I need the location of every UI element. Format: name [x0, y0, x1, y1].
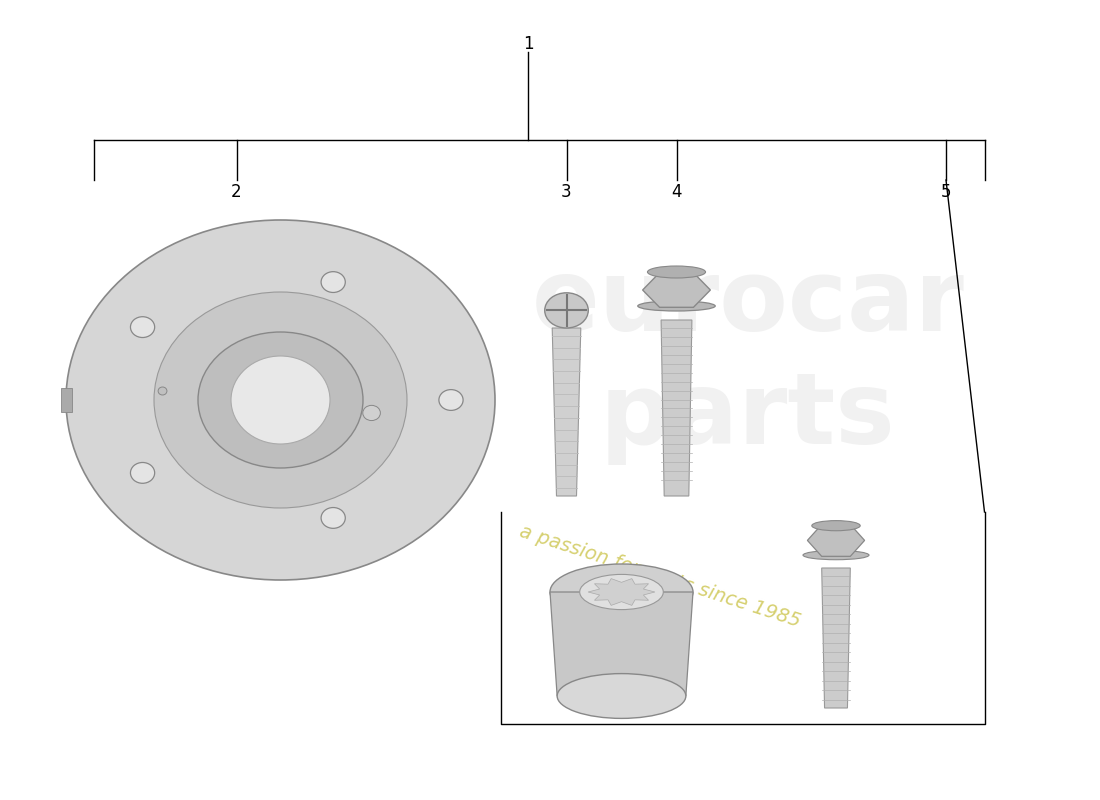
- Text: 4: 4: [671, 183, 682, 201]
- Ellipse shape: [803, 550, 869, 560]
- Text: 1: 1: [522, 35, 534, 53]
- Polygon shape: [822, 568, 850, 708]
- Text: 2: 2: [231, 183, 242, 201]
- Ellipse shape: [544, 293, 588, 328]
- Ellipse shape: [648, 266, 705, 278]
- Ellipse shape: [131, 317, 155, 338]
- Polygon shape: [807, 525, 865, 556]
- Ellipse shape: [557, 674, 686, 718]
- Polygon shape: [552, 328, 581, 496]
- Polygon shape: [550, 592, 693, 696]
- Ellipse shape: [812, 521, 860, 530]
- Ellipse shape: [439, 390, 463, 410]
- Ellipse shape: [131, 462, 155, 483]
- Ellipse shape: [231, 356, 330, 444]
- Polygon shape: [233, 361, 328, 439]
- Ellipse shape: [158, 387, 167, 395]
- Polygon shape: [588, 578, 654, 606]
- Ellipse shape: [580, 574, 663, 610]
- Text: 5: 5: [940, 183, 952, 201]
- Text: a passion for parts since 1985: a passion for parts since 1985: [517, 522, 803, 630]
- Text: eurocar
parts: eurocar parts: [531, 255, 965, 465]
- Ellipse shape: [321, 272, 345, 293]
- Ellipse shape: [198, 332, 363, 468]
- Text: 3: 3: [561, 183, 572, 201]
- Polygon shape: [642, 273, 711, 307]
- Ellipse shape: [363, 406, 381, 421]
- Ellipse shape: [66, 220, 495, 580]
- Ellipse shape: [154, 292, 407, 508]
- Ellipse shape: [638, 301, 715, 311]
- Ellipse shape: [550, 564, 693, 620]
- Ellipse shape: [321, 507, 345, 528]
- Polygon shape: [60, 388, 72, 412]
- Polygon shape: [661, 320, 692, 496]
